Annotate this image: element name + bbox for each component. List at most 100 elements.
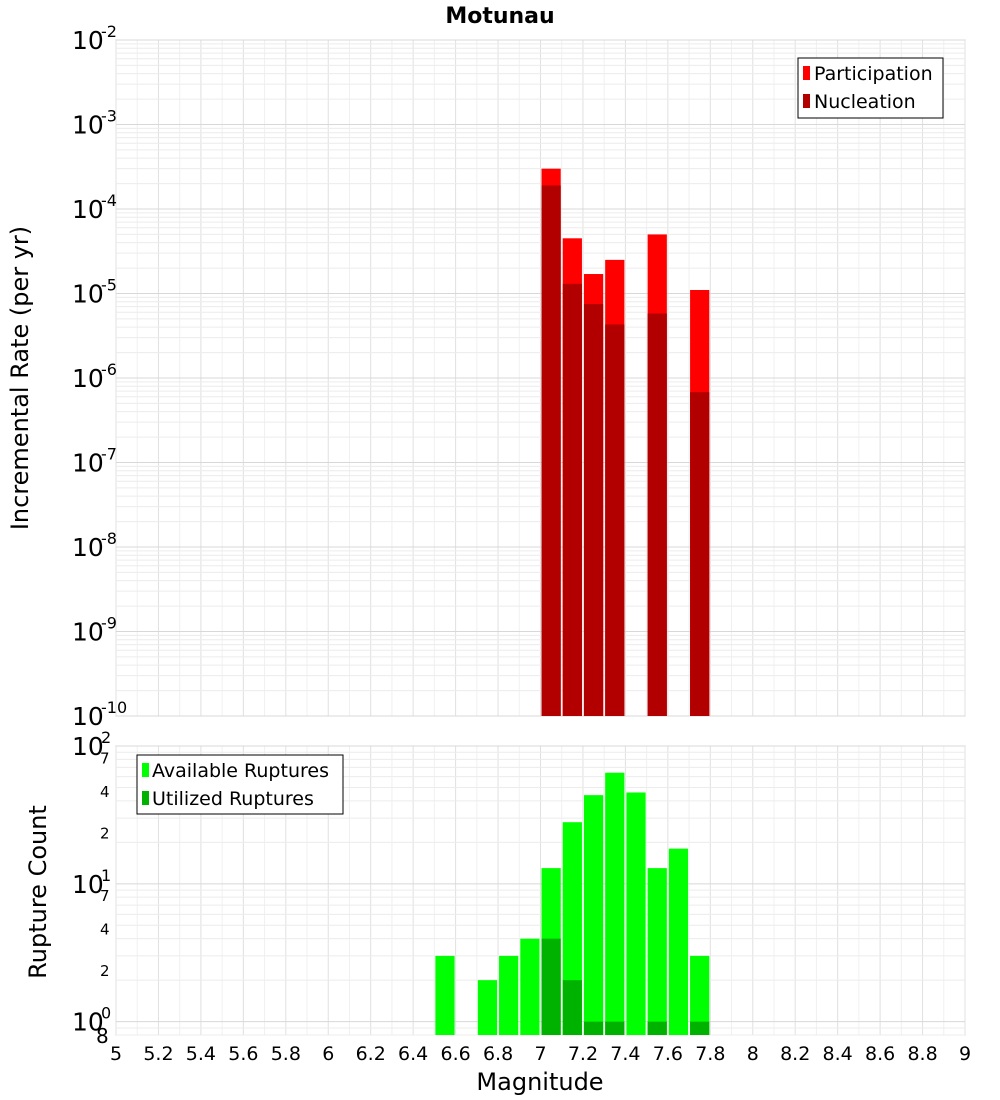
x-tick-label: 5.2 xyxy=(143,1043,173,1065)
count-bar-utilized-ruptures xyxy=(647,1021,667,1035)
count-bar-available-ruptures xyxy=(605,772,625,1035)
count-y-tick-exponent: 2 xyxy=(101,728,111,747)
rate-y-tick-base: 10 xyxy=(72,449,104,478)
count-bar-utilized-ruptures xyxy=(541,938,561,1035)
x-tick-label: 8.2 xyxy=(780,1043,810,1065)
rate-y-tick-exponent: -2 xyxy=(101,22,117,41)
x-tick-label: 6.6 xyxy=(440,1043,470,1065)
x-tick-labels: 5 5.2 5.4 5.6 5.8 6 6.2 6.4 6.6 6.8 7 7.2 7.4 7.6 7.8 8… xyxy=(110,1043,971,1065)
rate-y-tick-exponent: -8 xyxy=(101,529,117,548)
count-y-axis-label: Rupture Count xyxy=(24,805,52,979)
rate-bar-nucleation xyxy=(690,392,710,716)
x-tick-label: 5.8 xyxy=(271,1043,301,1065)
x-tick-label: 5 xyxy=(110,1043,122,1065)
count-bar-utilized-ruptures xyxy=(690,1021,710,1035)
rate-y-tick-exponent: -4 xyxy=(101,191,117,210)
rate-bar-nucleation xyxy=(647,313,667,716)
chart-title: Motunau xyxy=(445,4,554,29)
rate-y-tick-exponent: -6 xyxy=(101,360,117,379)
rate-y-tick-base: 10 xyxy=(72,280,104,309)
count-bar-available-ruptures xyxy=(477,980,498,1035)
count-y-tick-exponent: 0 xyxy=(101,1004,111,1023)
x-tick-label: 6 xyxy=(322,1043,334,1065)
rate-bar-nucleation xyxy=(541,185,561,717)
x-tick-label: 6.4 xyxy=(398,1043,428,1065)
count-y-minor-tick-label: 7 xyxy=(100,749,110,767)
count-legend-box xyxy=(136,754,344,815)
rate-y-tick-base: 10 xyxy=(72,702,104,731)
count-y-minor-tick-label: 2 xyxy=(100,824,110,842)
x-axis-label: Magnitude xyxy=(476,1068,603,1096)
x-tick-label: 6.2 xyxy=(356,1043,386,1065)
count-y-tick-base: 10 xyxy=(72,870,104,899)
count-bar-utilized-ruptures xyxy=(562,980,582,1035)
legend-swatch-participation xyxy=(803,66,810,80)
x-tick-label: 7.2 xyxy=(568,1043,598,1065)
x-tick-label: 7.4 xyxy=(610,1043,640,1065)
legend-swatch-available xyxy=(142,763,149,777)
count-y-minor-tick-label: 4 xyxy=(100,783,110,801)
count-bar-available-ruptures xyxy=(499,955,519,1035)
rate-bars xyxy=(541,168,710,717)
count-y-minor-tick-label: 8 xyxy=(96,1024,109,1048)
count-y-tick-base: 10 xyxy=(72,1008,104,1037)
rate-y-tick-base: 10 xyxy=(72,618,104,647)
legend-swatch-nucleation xyxy=(803,94,810,108)
count-bar-available-ruptures xyxy=(647,868,667,1035)
legend-label-participation: Participation xyxy=(814,63,933,85)
count-y-minor-tick-label: 2 xyxy=(100,962,110,980)
rate-y-tick-exponent: -9 xyxy=(101,614,117,633)
count-bar-available-ruptures xyxy=(435,955,455,1035)
x-tick-label: 8 xyxy=(747,1043,759,1065)
count-y-minor-tick-label: 4 xyxy=(100,921,110,939)
x-tick-label: 7.8 xyxy=(695,1043,725,1065)
count-bar-utilized-ruptures xyxy=(605,1021,625,1035)
rate-y-tick-base: 10 xyxy=(72,364,104,393)
rate-y-tick-exponent: -7 xyxy=(101,445,117,464)
count-legend: Available Ruptures Utilized Ruptures xyxy=(136,754,344,815)
rate-y-axis-label: Incremental Rate (per yr) xyxy=(6,226,34,530)
legend-swatch-utilized xyxy=(142,791,149,805)
rate-y-tick-exponent: -10 xyxy=(101,698,127,717)
count-y-tick-exponent: 1 xyxy=(101,866,111,885)
x-tick-label: 5.4 xyxy=(186,1043,216,1065)
count-y-minor-tick-label: 7 xyxy=(100,887,110,905)
x-tick-label: 9 xyxy=(959,1043,971,1065)
legend-label-available: Available Ruptures xyxy=(152,760,329,782)
count-gridlines xyxy=(115,745,966,1036)
rate-y-tick-base: 10 xyxy=(72,111,104,140)
count-bar-available-ruptures xyxy=(690,955,710,1035)
rate-legend: Participation Nucleation xyxy=(797,57,944,119)
legend-label-nucleation: Nucleation xyxy=(814,91,916,113)
count-y-tick-base: 10 xyxy=(72,732,104,761)
rate-y-tick-base: 10 xyxy=(72,195,104,224)
x-tick-label: 5.6 xyxy=(228,1043,258,1065)
count-bar-available-ruptures xyxy=(668,848,689,1035)
rate-legend-box xyxy=(797,57,944,119)
legend-label-utilized: Utilized Ruptures xyxy=(152,788,314,810)
rate-y-tick-exponent: -3 xyxy=(101,107,117,126)
count-bar-utilized-ruptures xyxy=(583,1021,604,1035)
rate-gridlines xyxy=(115,39,966,717)
x-tick-label: 7.6 xyxy=(653,1043,683,1065)
rate-bar-nucleation xyxy=(583,304,604,716)
x-tick-label: 6.8 xyxy=(483,1043,513,1065)
x-tick-label: 8.8 xyxy=(907,1043,937,1065)
x-tick-label: 8.6 xyxy=(865,1043,895,1065)
rate-bar-nucleation xyxy=(605,324,625,716)
count-bars xyxy=(435,772,710,1035)
count-bar-available-ruptures xyxy=(520,938,540,1035)
rate-y-tick-exponent: -5 xyxy=(101,276,117,295)
x-tick-label: 7 xyxy=(534,1043,546,1065)
rate-y-tick-base: 10 xyxy=(72,26,104,55)
count-bar-available-ruptures xyxy=(583,795,604,1035)
rate-y-tick-base: 10 xyxy=(72,533,104,562)
count-bar-available-ruptures xyxy=(626,792,646,1035)
x-tick-label: 8.4 xyxy=(823,1043,853,1065)
rate-bar-nucleation xyxy=(562,283,582,716)
